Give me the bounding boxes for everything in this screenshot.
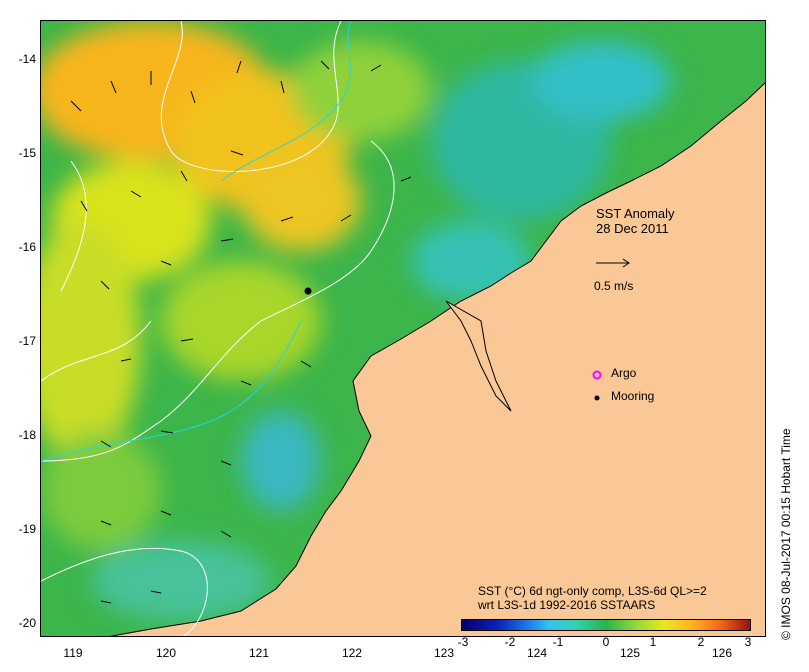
- caption: SST (°C) 6d ngt-only comp, L3S-6d QL>=2 …: [478, 584, 707, 612]
- x-tick-label: 126: [711, 646, 733, 660]
- mooring-marker: [304, 287, 312, 295]
- map-frame: [40, 20, 766, 637]
- credit-text: © IMOS 08-Jul-2017 00:15 Hobart Time: [779, 428, 793, 640]
- y-tick-label: -20: [18, 616, 36, 630]
- x-tick-label: 120: [155, 646, 177, 660]
- argo-legend-marker: [592, 370, 602, 380]
- y-tick-label: -18: [18, 428, 36, 442]
- y-tick-label: -14: [18, 52, 36, 66]
- y-tick-label: -19: [18, 522, 36, 536]
- land-kimberley: [109, 82, 765, 636]
- colorbar-tick-label: 1: [649, 635, 657, 649]
- colorbar-tick-label: 0: [602, 635, 610, 649]
- velocity-scale-label: 0.5 m/s: [594, 279, 634, 293]
- colorbar-tick-label: 2: [697, 635, 705, 649]
- cyan-contours: [41, 21, 352, 462]
- colorbar-tick-label: -3: [457, 635, 469, 649]
- y-tick-label: -15: [18, 146, 36, 160]
- argo-legend-label: Argo: [611, 366, 637, 380]
- colorbar-tick-label: 3: [744, 635, 752, 649]
- velocity-scale-arrow: [596, 258, 630, 268]
- colorbar-tick-label: -1: [552, 635, 564, 649]
- map-title: SST Anomaly 28 Dec 2011: [596, 206, 675, 236]
- mooring-legend-label: Mooring: [611, 389, 655, 403]
- mooring-legend-marker: [594, 395, 600, 401]
- caption-line-2: wrt L3S-1d 1992-2016 SSTAARS: [478, 598, 656, 612]
- sst-anomaly-map: [41, 21, 765, 636]
- title-line-2: 28 Dec 2011: [596, 221, 669, 236]
- x-tick-label: 119: [63, 646, 83, 660]
- title-line-1: SST Anomaly: [596, 206, 675, 221]
- x-tick-label: 123: [433, 646, 455, 660]
- y-tick-label: -16: [18, 240, 36, 254]
- colorbar-tick-label: -2: [504, 635, 516, 649]
- x-tick-label: 122: [341, 646, 363, 660]
- y-tick-label: -17: [18, 334, 36, 348]
- land-peninsula: [445, 300, 512, 412]
- x-tick-label: 124: [526, 646, 548, 660]
- contour-lines: [41, 21, 395, 636]
- x-tick-label: 125: [619, 646, 641, 660]
- colorbar: [461, 619, 751, 631]
- current-arrows: [70, 60, 412, 604]
- caption-line-1: SST (°C) 6d ngt-only comp, L3S-6d QL>=2: [478, 584, 707, 598]
- x-tick-label: 121: [248, 646, 270, 660]
